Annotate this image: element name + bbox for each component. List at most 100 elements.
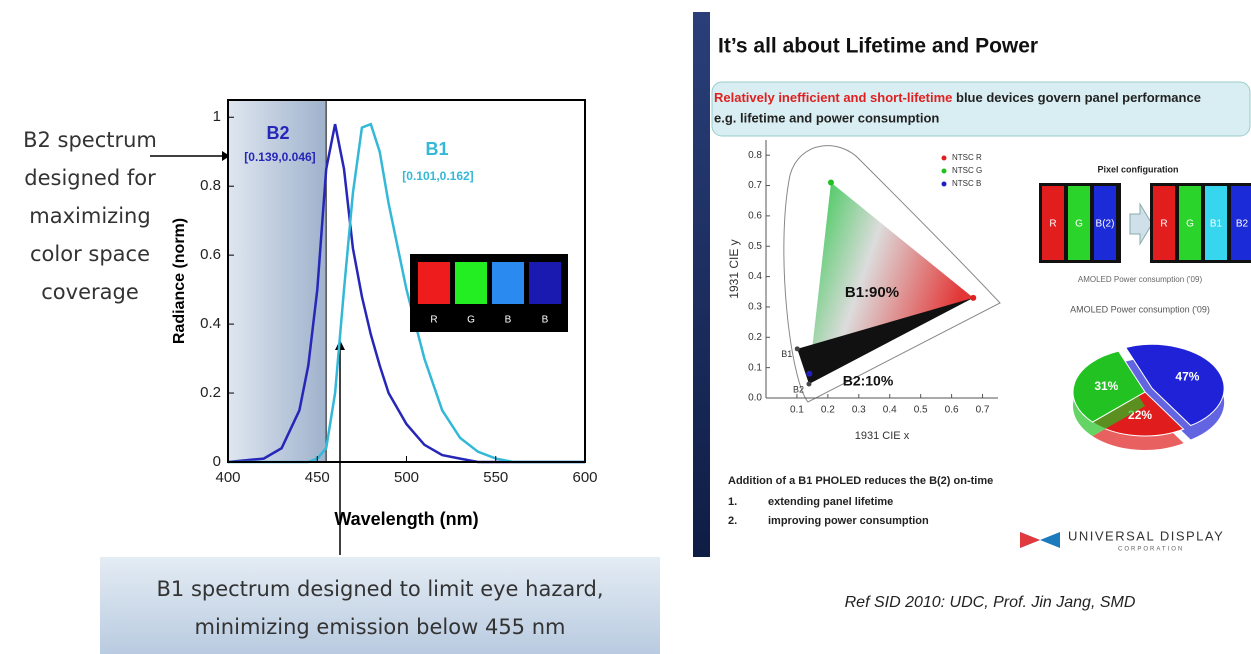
note-line: color space — [30, 242, 150, 266]
y-tick-label: 0.4 — [200, 315, 221, 332]
logo-mark — [1020, 532, 1040, 548]
y-tick-label: 0.3 — [748, 302, 762, 313]
x-tick-label: 0.5 — [914, 405, 928, 416]
series-name: B1 — [425, 139, 448, 159]
y-tick-label: 0.8 — [200, 177, 221, 194]
point — [970, 295, 976, 301]
legend-label: NTSC G — [952, 166, 982, 175]
banner-rest: blue devices govern panel performance — [952, 90, 1201, 105]
point — [828, 179, 834, 185]
series-label: [0.139,0.046] — [244, 150, 315, 164]
y-tick-label: 0.6 — [748, 211, 762, 222]
pie-label: 47% — [1175, 370, 1199, 384]
footer-item: improving power consumption — [768, 515, 929, 527]
logo-text: UNIVERSAL DISPLAY — [1068, 528, 1224, 543]
series-name: B2 — [266, 123, 289, 143]
x-tick-label: 0.1 — [790, 405, 804, 416]
banner-red: Relatively inefficient and short-lifetim… — [714, 90, 952, 105]
x-axis-label: 1931 CIE x — [855, 430, 910, 442]
inset-swatch — [455, 262, 487, 304]
legend-marker — [942, 182, 947, 187]
x-tick-label: 550 — [483, 469, 508, 486]
sub-pixel-label: B2 — [1236, 219, 1249, 230]
left-note: B2 spectrumdesigned formaximizingcolor s… — [23, 128, 157, 304]
bottom-note-box — [100, 557, 660, 654]
pie-label: 31% — [1094, 379, 1118, 393]
slide-canvas: B2 spectrumdesigned formaximizingcolor s… — [0, 0, 1251, 654]
y-tick-label: 1 — [213, 108, 221, 125]
note-line: coverage — [41, 280, 139, 304]
annotation: B2:10% — [843, 373, 894, 389]
inset-swatch — [529, 262, 561, 304]
pixel-title: Pixel configuration — [1097, 164, 1178, 174]
sub-pixel-label: B(2) — [1096, 219, 1115, 230]
point-label: B1 — [781, 349, 792, 359]
sub-pixel-label: R — [1049, 219, 1056, 230]
page: B2 spectrumdesigned formaximizingcolor s… — [0, 0, 1251, 654]
point — [806, 382, 811, 387]
legend-marker — [942, 156, 947, 161]
x-tick-label: 400 — [215, 469, 240, 486]
y-tick-label: 0.1 — [748, 362, 762, 373]
series-label: [0.101,0.162] — [402, 169, 473, 183]
sub-pixel-label: G — [1075, 219, 1083, 230]
side-bar — [693, 12, 710, 557]
footer-list: 1. extending panel lifetime 2. improving po… — [728, 496, 929, 527]
y-tick-label: 0.7 — [748, 180, 762, 191]
spectrum-chart: 400 450 500 550 600 0 0.2 0.4 0.6 0.8 1 Wavelength … — [171, 100, 597, 529]
point — [806, 371, 812, 377]
x-tick-label: 450 — [305, 469, 330, 486]
legend-label: NTSC B — [952, 179, 981, 188]
logo-sub: CORPORATION — [1118, 547, 1184, 553]
y-tick-label: 0.4 — [748, 271, 762, 282]
y-tick-label: 0.0 — [748, 393, 762, 404]
inset-swatch — [492, 262, 524, 304]
slide-title: It’s all about Lifetime and Power — [718, 35, 1038, 58]
banner-line: e.g. lifetime and power consumption — [714, 110, 939, 125]
footer-heading: Addition of a B1 PHOLED reduces the B(2)… — [728, 475, 993, 487]
x-tick-label: 600 — [572, 469, 597, 486]
arrow — [1130, 204, 1152, 244]
x-tick-label: 0.3 — [852, 405, 866, 416]
x-axis-label: Wavelength (nm) — [334, 509, 478, 529]
footer-number: 1. — [728, 496, 737, 508]
note-line: designed for — [24, 166, 156, 190]
y-axis-label: Radiance (norm) — [171, 218, 188, 344]
banner-text: Relatively inefficient and short-lifetim… — [714, 90, 1201, 105]
point-label: B2 — [793, 384, 804, 394]
pie-title: AMOLED Power consumption ('09) — [1070, 304, 1210, 314]
note-line: minimizing emission below 455 nm — [195, 615, 566, 639]
inset-label: R — [430, 315, 437, 326]
x-tick-label: 0.6 — [945, 405, 959, 416]
y-tick-label: 0.6 — [200, 246, 221, 263]
y-axis-label: 1931 CIE y — [727, 239, 741, 298]
logo: UNIVERSAL DISPLAY CORPORATION — [1020, 528, 1224, 552]
x-tick-label: 500 — [394, 469, 419, 486]
inset-swatch — [418, 262, 450, 304]
legend-label: NTSC R — [952, 153, 982, 162]
y-tick-label: 0.8 — [748, 150, 762, 161]
legend-marker — [942, 169, 947, 174]
inset-label: B — [542, 315, 549, 326]
x-tick-label: 0.2 — [821, 405, 835, 416]
note-line: B1 spectrum designed to limit eye hazard… — [157, 577, 604, 601]
footer-number: 2. — [728, 515, 737, 527]
sub-pixel-label: R — [1160, 219, 1167, 230]
x-tick-label: 0.4 — [883, 405, 897, 416]
point — [795, 346, 800, 351]
inset-label: G — [467, 315, 475, 326]
reference: Ref SID 2010: UDC, Prof. Jin Jang, SMD — [845, 594, 1136, 611]
x-tick-label: 0.7 — [976, 405, 990, 416]
pie-chart: AMOLED Power consumption ('09)47%22%31% — [1070, 304, 1224, 450]
note-line: B2 spectrum — [23, 128, 157, 152]
sub-pixel-label: B1 — [1210, 219, 1223, 230]
inset-label: B — [505, 315, 512, 326]
footer-item: extending panel lifetime — [768, 496, 893, 508]
y-tick-label: 0.2 — [200, 384, 221, 401]
annotation: B1:90% — [845, 284, 899, 301]
y-tick-label: 0 — [213, 453, 221, 470]
y-tick-label: 0.5 — [748, 241, 762, 252]
sub-pixel-label: G — [1186, 219, 1194, 230]
